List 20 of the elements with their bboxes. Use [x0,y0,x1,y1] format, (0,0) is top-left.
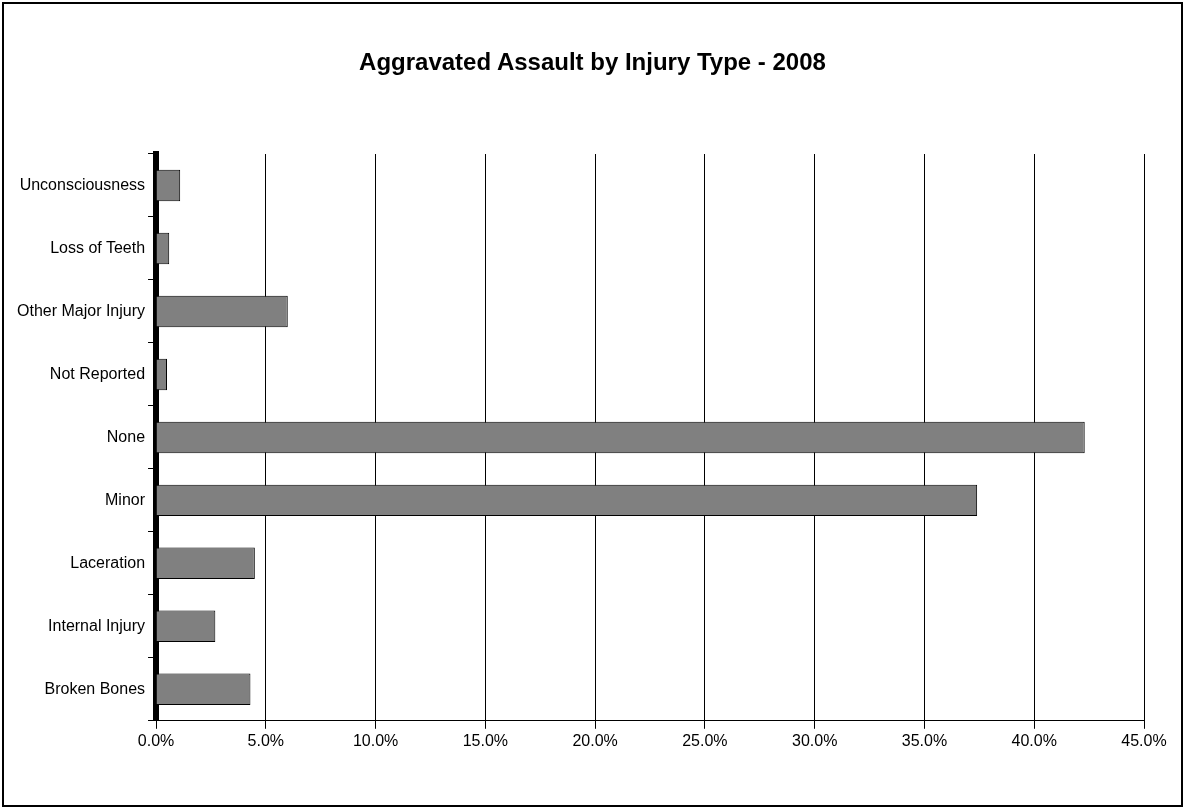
x-tick-label: 45.0% [1121,731,1167,749]
x-tick-label: 40.0% [1011,731,1057,749]
x-tick-label: 15.0% [462,731,509,749]
y-tick-label: Broken Bones [44,679,146,697]
y-tick-label: Loss of Teeth [50,238,146,256]
y-tick-label: Other Major Injury [16,301,146,319]
y-tick-label: Not Reported [49,364,146,382]
x-tick-label: 35.0% [901,731,948,749]
x-tick-label: 5.0% [247,731,285,749]
x-tick-label: 20.0% [572,731,618,749]
x-tick-label: 0.0% [137,731,175,749]
x-tick-label: 25.0% [682,731,728,749]
y-tick-label: Laceration [70,553,146,571]
y-tick-label: Unconsciousness [19,175,146,193]
y-tick-label: None [106,427,146,445]
y-tick-label: Minor [105,490,146,508]
chart-title: Aggravated Assault by Injury Type - 2008 [358,48,827,76]
x-tick-label: 30.0% [791,731,838,749]
y-tick-label: Internal Injury [48,616,146,634]
x-tick-label: 10.0% [352,731,399,749]
